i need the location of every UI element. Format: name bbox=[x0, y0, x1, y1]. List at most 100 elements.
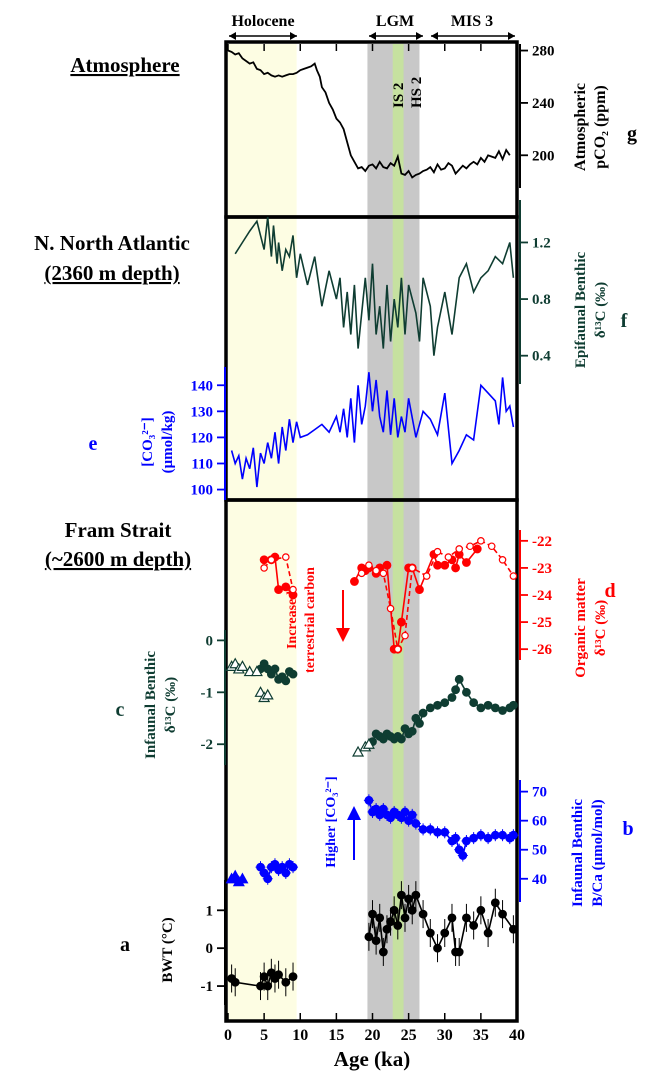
data-point-a bbox=[368, 909, 377, 919]
data-point-b bbox=[462, 836, 471, 846]
data-point-c bbox=[433, 700, 442, 710]
svg-text:Atmospheric: Atmospheric bbox=[572, 83, 589, 171]
mis3-label: MIS 3 bbox=[451, 13, 493, 30]
data-point-b bbox=[425, 824, 435, 834]
y-tick-label-c: -2 bbox=[201, 737, 214, 753]
data-point-b bbox=[281, 868, 291, 878]
svg-text:B/Ca (μmol/mol): B/Ca (μmol/mol) bbox=[590, 799, 606, 906]
data-point-a bbox=[476, 905, 486, 915]
data-point-b bbox=[263, 874, 273, 884]
data-point-b bbox=[364, 795, 374, 805]
data-point-c bbox=[425, 703, 435, 713]
data-marks bbox=[225, 49, 519, 1001]
x-tick-label: 40 bbox=[509, 1027, 525, 1044]
data-point-d bbox=[415, 585, 424, 594]
data-point-d bbox=[401, 631, 409, 640]
carbonate-arrow-annotation: Higher [CO₃²⁻] bbox=[324, 776, 361, 868]
series-line-g-pCO2 bbox=[227, 49, 511, 179]
svg-text:terrestrial carbon: terrestrial carbon bbox=[303, 567, 318, 673]
data-point-c bbox=[498, 706, 507, 715]
data-point-c bbox=[407, 726, 417, 736]
data-point-d bbox=[382, 560, 392, 570]
triangle-point-c bbox=[261, 688, 274, 700]
y-tick-label-g: 280 bbox=[532, 44, 555, 60]
data-point-a bbox=[440, 928, 450, 938]
svg-text:Infaunal Benthic: Infaunal Benthic bbox=[143, 651, 159, 759]
y-tick-label-d: -26 bbox=[532, 642, 552, 658]
y-tick-label-g: 200 bbox=[532, 148, 555, 164]
data-point-a bbox=[418, 909, 428, 919]
panel-letter-a: a bbox=[120, 934, 130, 956]
ylabel-b: Infaunal Benthic B/Ca (μmol/mol) bbox=[570, 799, 606, 907]
data-point-d bbox=[393, 645, 402, 653]
data-point-d bbox=[498, 555, 507, 564]
y-tick-label-d: -22 bbox=[532, 534, 552, 550]
panel-letter-d: d bbox=[604, 580, 615, 602]
holocene-band bbox=[228, 44, 297, 1020]
data-point-a bbox=[389, 905, 399, 915]
data-point-d bbox=[379, 569, 388, 578]
svg-text:Higher [CO₃²⁻]: Higher [CO₃²⁻] bbox=[324, 776, 339, 867]
data-point-a bbox=[469, 921, 479, 930]
data-point-c bbox=[462, 687, 471, 697]
section-fram-line2: (~2600 m depth) bbox=[45, 547, 191, 571]
y-tick-label-d: -23 bbox=[532, 561, 552, 577]
y-tick-label-e: 120 bbox=[191, 430, 214, 446]
x-tick-label: 35 bbox=[473, 1027, 489, 1044]
data-point-c bbox=[454, 674, 464, 684]
ylabel-c: Infaunal Benthic δ¹³C (‰) bbox=[143, 651, 179, 759]
data-point-c bbox=[469, 698, 479, 708]
svg-text:Organic matter: Organic matter bbox=[573, 578, 589, 678]
data-point-d bbox=[372, 566, 380, 575]
section-nna-line1: N. North Atlantic bbox=[34, 231, 190, 255]
data-point-d bbox=[440, 560, 450, 570]
data-point-b bbox=[288, 862, 298, 872]
y-tick-label-b: 70 bbox=[532, 785, 547, 801]
y-tick-label-a: 0 bbox=[206, 941, 214, 957]
data-point-a bbox=[378, 947, 388, 957]
y-tick-label-f: 0.8 bbox=[532, 292, 551, 308]
is2-label: IS 2 bbox=[391, 83, 407, 108]
data-point-a bbox=[259, 972, 269, 981]
data-point-d bbox=[487, 542, 496, 551]
triangle-point-c bbox=[236, 660, 249, 671]
svg-text:δ¹³C (‰): δ¹³C (‰) bbox=[593, 282, 609, 338]
data-point-a bbox=[263, 981, 273, 991]
y-tick-label-c: -1 bbox=[201, 685, 214, 701]
panel-letter-g: g bbox=[627, 123, 637, 145]
data-point-d bbox=[509, 572, 518, 580]
data-point-a bbox=[382, 924, 392, 934]
data-point-b bbox=[469, 833, 479, 843]
series-line-f-epifaunal-d13C bbox=[234, 216, 515, 356]
interval-labels: Holocene LGM MIS 3 IS 2 HS 2 bbox=[229, 13, 515, 108]
y-tick-label-g: 240 bbox=[532, 96, 555, 112]
data-point-a bbox=[490, 898, 500, 908]
data-point-c bbox=[451, 685, 460, 695]
triangle-point-c bbox=[250, 665, 263, 677]
data-point-d bbox=[455, 545, 464, 553]
data-point-a bbox=[407, 905, 417, 915]
data-point-c bbox=[415, 719, 424, 728]
data-point-a bbox=[230, 977, 240, 987]
y-tick-label-c: 0 bbox=[206, 633, 214, 649]
data-point-d bbox=[462, 558, 471, 567]
data-point-a bbox=[454, 947, 464, 957]
data-point-d bbox=[281, 553, 290, 561]
triangle-point-c bbox=[352, 745, 365, 757]
y-tick-label-a: -1 bbox=[201, 979, 214, 995]
data-point-c bbox=[288, 669, 298, 679]
data-point-a bbox=[462, 913, 471, 923]
data-point-b bbox=[483, 833, 493, 843]
data-point-d bbox=[281, 582, 291, 592]
data-point-d bbox=[386, 604, 395, 613]
triangle-point-c bbox=[362, 737, 375, 749]
svg-text:pCO₂ (ppm): pCO₂ (ppm) bbox=[592, 85, 609, 168]
data-point-a bbox=[447, 913, 457, 923]
series-line-e-carbonate-ion bbox=[230, 372, 515, 488]
data-point-c bbox=[281, 676, 291, 686]
data-point-b bbox=[458, 851, 468, 860]
data-point-c bbox=[418, 708, 428, 718]
triangle-point-c bbox=[243, 665, 256, 677]
panel-letter-f: f bbox=[621, 310, 628, 332]
